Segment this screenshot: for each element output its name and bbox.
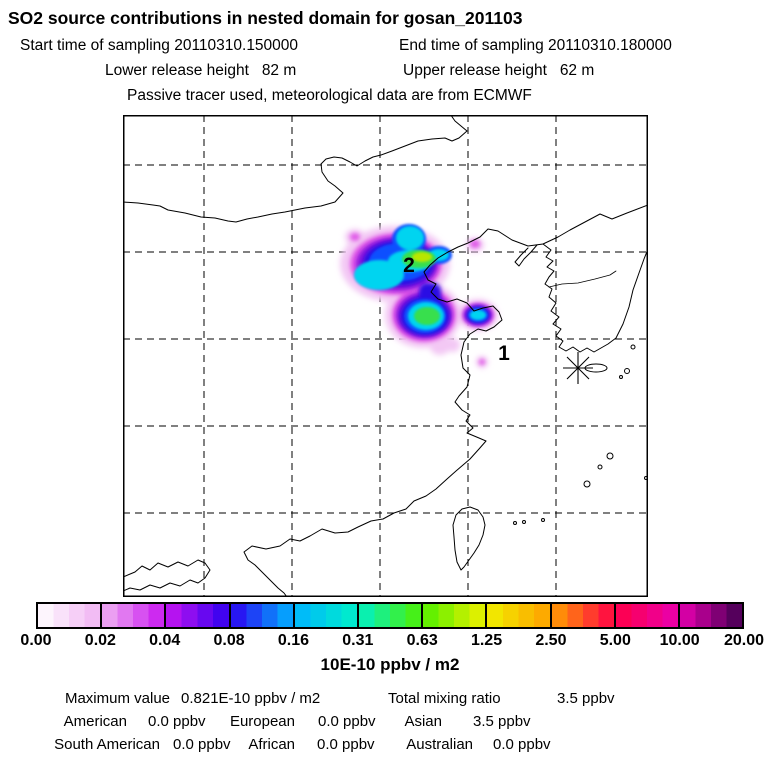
max-value-label: Maximum value <box>64 690 170 707</box>
region-label: European <box>229 713 295 730</box>
source-marker-1: 1 <box>498 342 510 365</box>
colorbar-segment <box>551 604 616 627</box>
total-ratio-label: Total mixing ratio <box>388 690 501 707</box>
border-dmz <box>548 270 617 288</box>
colorbar-tick: 0.00 <box>20 632 52 649</box>
coast-bohai-china <box>243 204 648 597</box>
colorbar-segment <box>230 604 295 627</box>
colorbar-segment <box>423 604 488 627</box>
plume-contours <box>340 224 498 368</box>
region-label: African <box>248 736 295 753</box>
region-label: Asian <box>404 713 442 730</box>
region-value: 0.0 ppbv <box>493 736 551 753</box>
colorbar-tick: 2.50 <box>535 632 567 649</box>
colorbar-tick: 5.00 <box>599 632 631 649</box>
colorbar-tick: 0.02 <box>84 632 116 649</box>
region-value: 0.0 ppbv <box>148 713 206 730</box>
colorbar-tick: 10.00 <box>659 632 700 649</box>
colorbar-tick: 0.31 <box>342 632 374 649</box>
max-value-text: 0.821E-10 ppbv / m2 <box>181 690 321 707</box>
colorbar-segment <box>615 604 680 627</box>
coast-south-china-west <box>123 559 211 592</box>
colorbar-tick: 1.25 <box>470 632 503 649</box>
colorbar <box>36 602 744 629</box>
region-value: 0.0 ppbv <box>317 736 375 753</box>
map-frame <box>123 115 648 597</box>
region-value: 0.0 ppbv <box>318 713 376 730</box>
colorbar-tick: 0.08 <box>213 632 245 649</box>
map-plot: 2 1 <box>123 115 648 597</box>
total-ratio-value: 3.5 ppbv <box>557 690 615 707</box>
region-label: South American <box>54 736 160 753</box>
region-label: Australian <box>406 736 473 753</box>
colorbar-tick: 0.16 <box>277 632 310 649</box>
colorbar-segment <box>294 604 359 627</box>
end-time-text: End time of sampling 20110310.180000 <box>399 37 672 54</box>
colorbar-ticks: 0.00 0.02 0.04 0.08 0.16 0.31 0.63 1.25 2.50 5.00… <box>20 632 764 650</box>
colorbar-segment <box>38 604 103 627</box>
tracer-note-text: Passive tracer used, meteorological data… <box>127 87 532 104</box>
colorbar-segment <box>102 604 167 627</box>
colorbar-tick: 0.63 <box>406 632 438 649</box>
upper-release-text: Upper release height 62 m <box>403 62 595 79</box>
region-label: American <box>63 713 127 730</box>
page-title: SO2 source contributions in nested domai… <box>8 8 523 28</box>
coast-korea <box>542 243 648 353</box>
border-mongolia <box>123 115 468 223</box>
island-taiwan <box>452 506 486 571</box>
colorbar-segment <box>679 604 743 627</box>
colorbar-segment <box>166 604 231 627</box>
start-time-text: Start time of sampling 20110310.150000 <box>20 37 299 54</box>
lower-release-text: Lower release height 82 m <box>105 62 297 79</box>
coast-liaodong-tip <box>514 244 538 267</box>
region-value: 0.0 ppbv <box>173 736 231 753</box>
region-value: 3.5 ppbv <box>473 713 531 730</box>
colorbar-segment <box>358 604 424 627</box>
coastlines <box>123 115 648 597</box>
colorbar-unit-label: 10E-10 ppbv / m2 <box>320 655 460 674</box>
colorbar-tick: 0.04 <box>149 632 181 649</box>
graticule-grid <box>123 115 648 597</box>
receptor-star-icon <box>563 352 593 384</box>
source-marker-2: 2 <box>403 254 415 277</box>
colorbar-segment <box>487 604 552 627</box>
colorbar-tick: 20.00 <box>723 632 765 649</box>
